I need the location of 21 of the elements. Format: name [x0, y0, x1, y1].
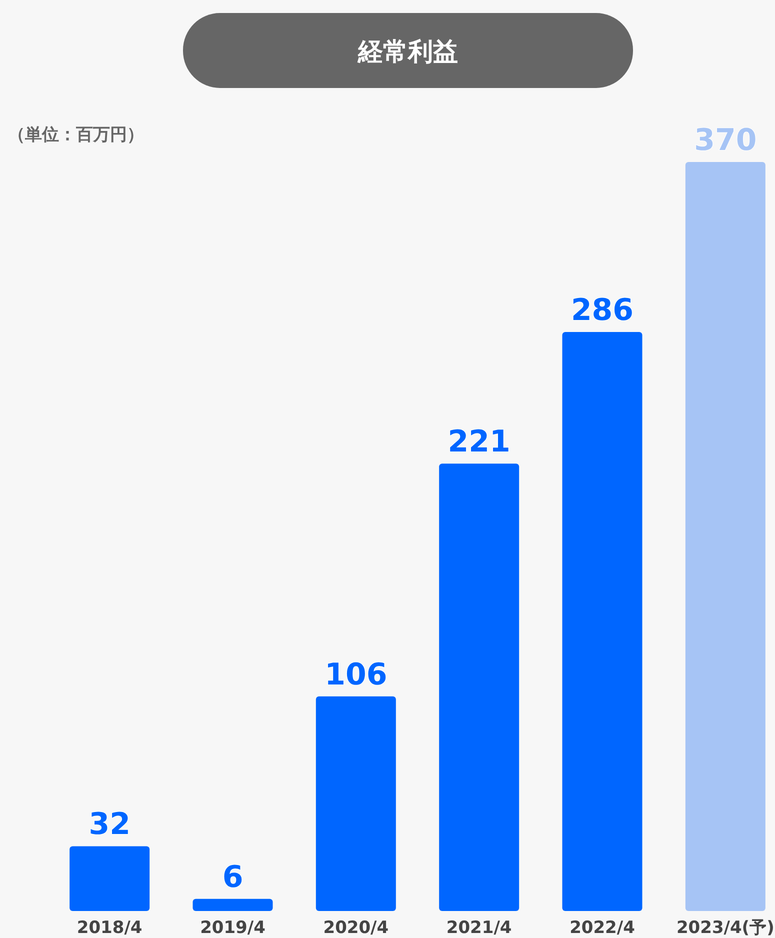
- data-label: 221: [448, 424, 510, 460]
- bar: [192, 898, 273, 911]
- text: （単位：百万円）: [8, 125, 144, 145]
- x-tick-label: 2023/4(予): [676, 918, 774, 938]
- bar: [685, 162, 766, 911]
- x-tick-label: 2019/4: [200, 918, 266, 938]
- x-tick-label: 2020/4: [323, 918, 389, 938]
- bar: [316, 696, 396, 911]
- title: 経常利益: [183, 13, 633, 88]
- x-tick-label: 2018/4: [76, 918, 142, 938]
- data-label: 32: [88, 807, 130, 842]
- bar: [562, 332, 642, 911]
- x-tick-label: 2022/4: [570, 918, 636, 938]
- bar: [439, 464, 520, 911]
- chart-title: 経常利益: [357, 37, 458, 66]
- data-label: 6: [222, 860, 244, 895]
- data-label: 370: [694, 123, 757, 158]
- data-label: 106: [324, 657, 388, 692]
- data-label: 286: [570, 293, 634, 328]
- bar: [70, 846, 150, 911]
- x-tick-label: 2021/4: [446, 918, 512, 938]
